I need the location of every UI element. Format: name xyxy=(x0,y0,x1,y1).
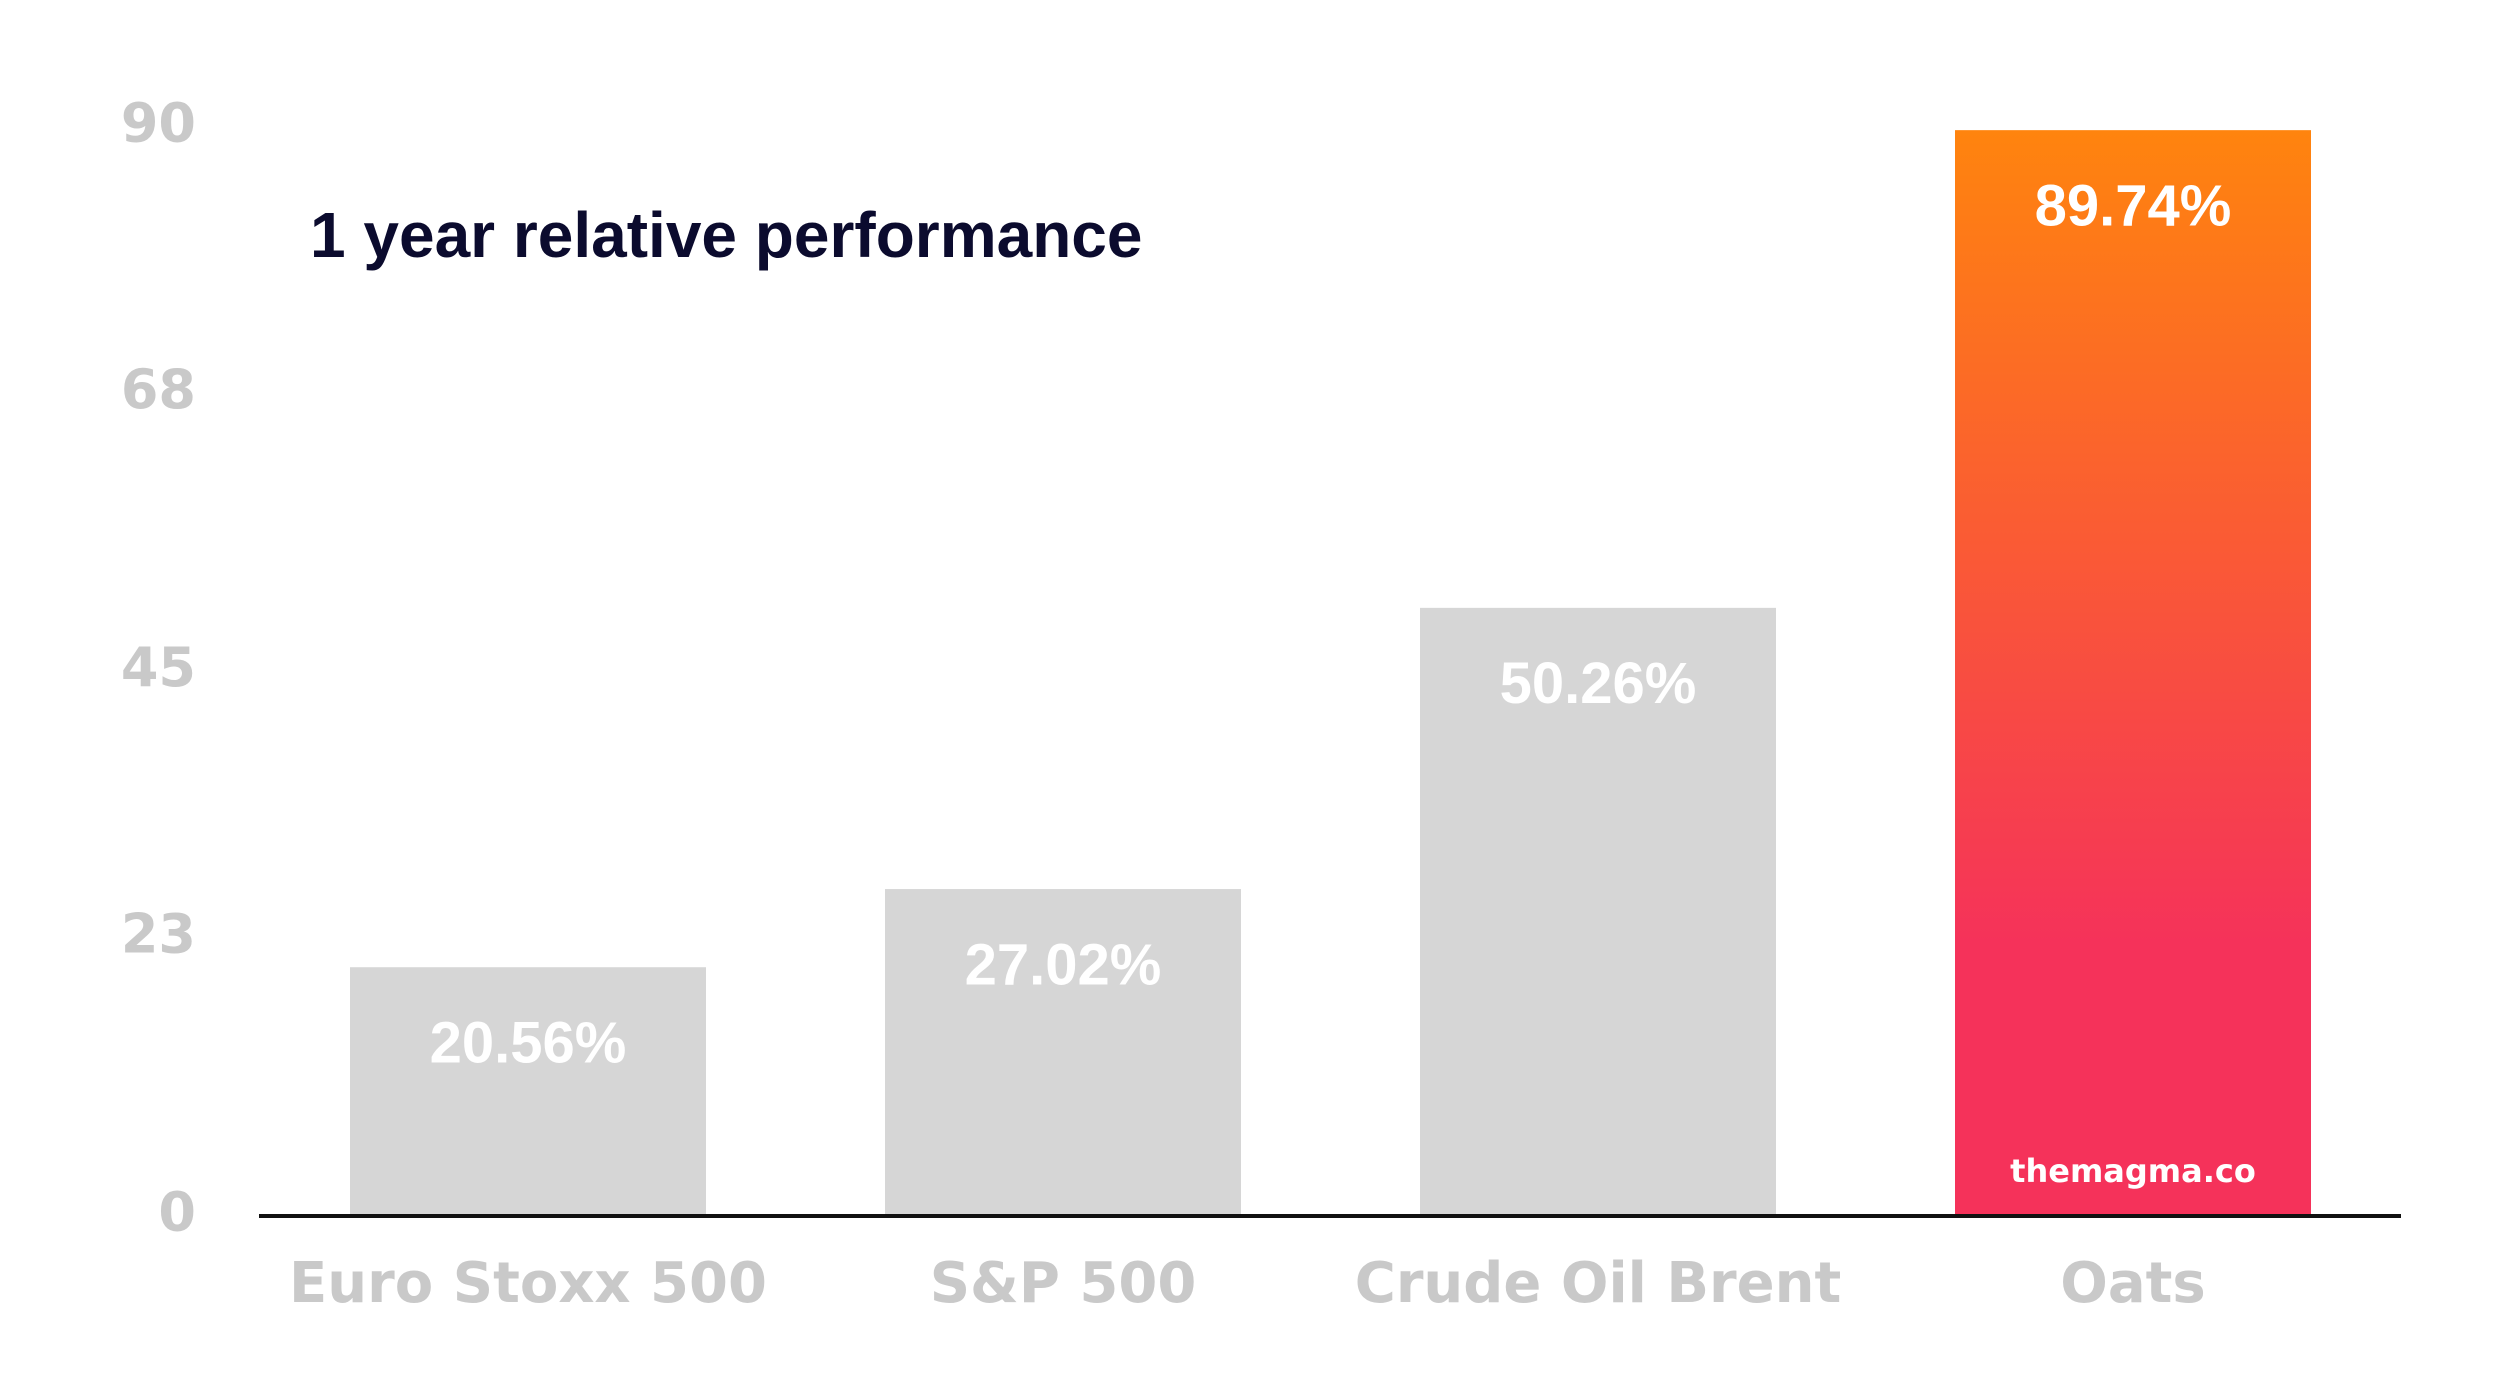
bar xyxy=(1955,130,2311,1216)
value-label: 50.26% xyxy=(1500,651,1697,716)
y-tick-label: 68 xyxy=(121,358,196,421)
y-tick-label: 90 xyxy=(121,92,196,155)
bar xyxy=(1420,607,1776,1216)
x-tick-label: Crude Oil Brent xyxy=(1355,1251,1842,1316)
watermark: themagma.co xyxy=(2010,1152,2256,1190)
bar xyxy=(350,967,706,1216)
value-label: 27.02% xyxy=(965,932,1162,997)
y-tick-label: 23 xyxy=(121,902,196,965)
y-tick-label: 0 xyxy=(158,1181,196,1244)
x-tick-label: Euro Stoxx 500 xyxy=(289,1251,767,1316)
value-label: 89.74% xyxy=(2035,173,2232,238)
x-tick-label: S&P 500 xyxy=(930,1251,1197,1316)
chart-title: 1 year relative performance xyxy=(310,199,1142,271)
y-tick-label: 45 xyxy=(121,636,196,699)
x-tick-label: Oats xyxy=(2060,1251,2206,1316)
bar xyxy=(885,889,1241,1216)
value-label: 20.56% xyxy=(430,1011,627,1076)
